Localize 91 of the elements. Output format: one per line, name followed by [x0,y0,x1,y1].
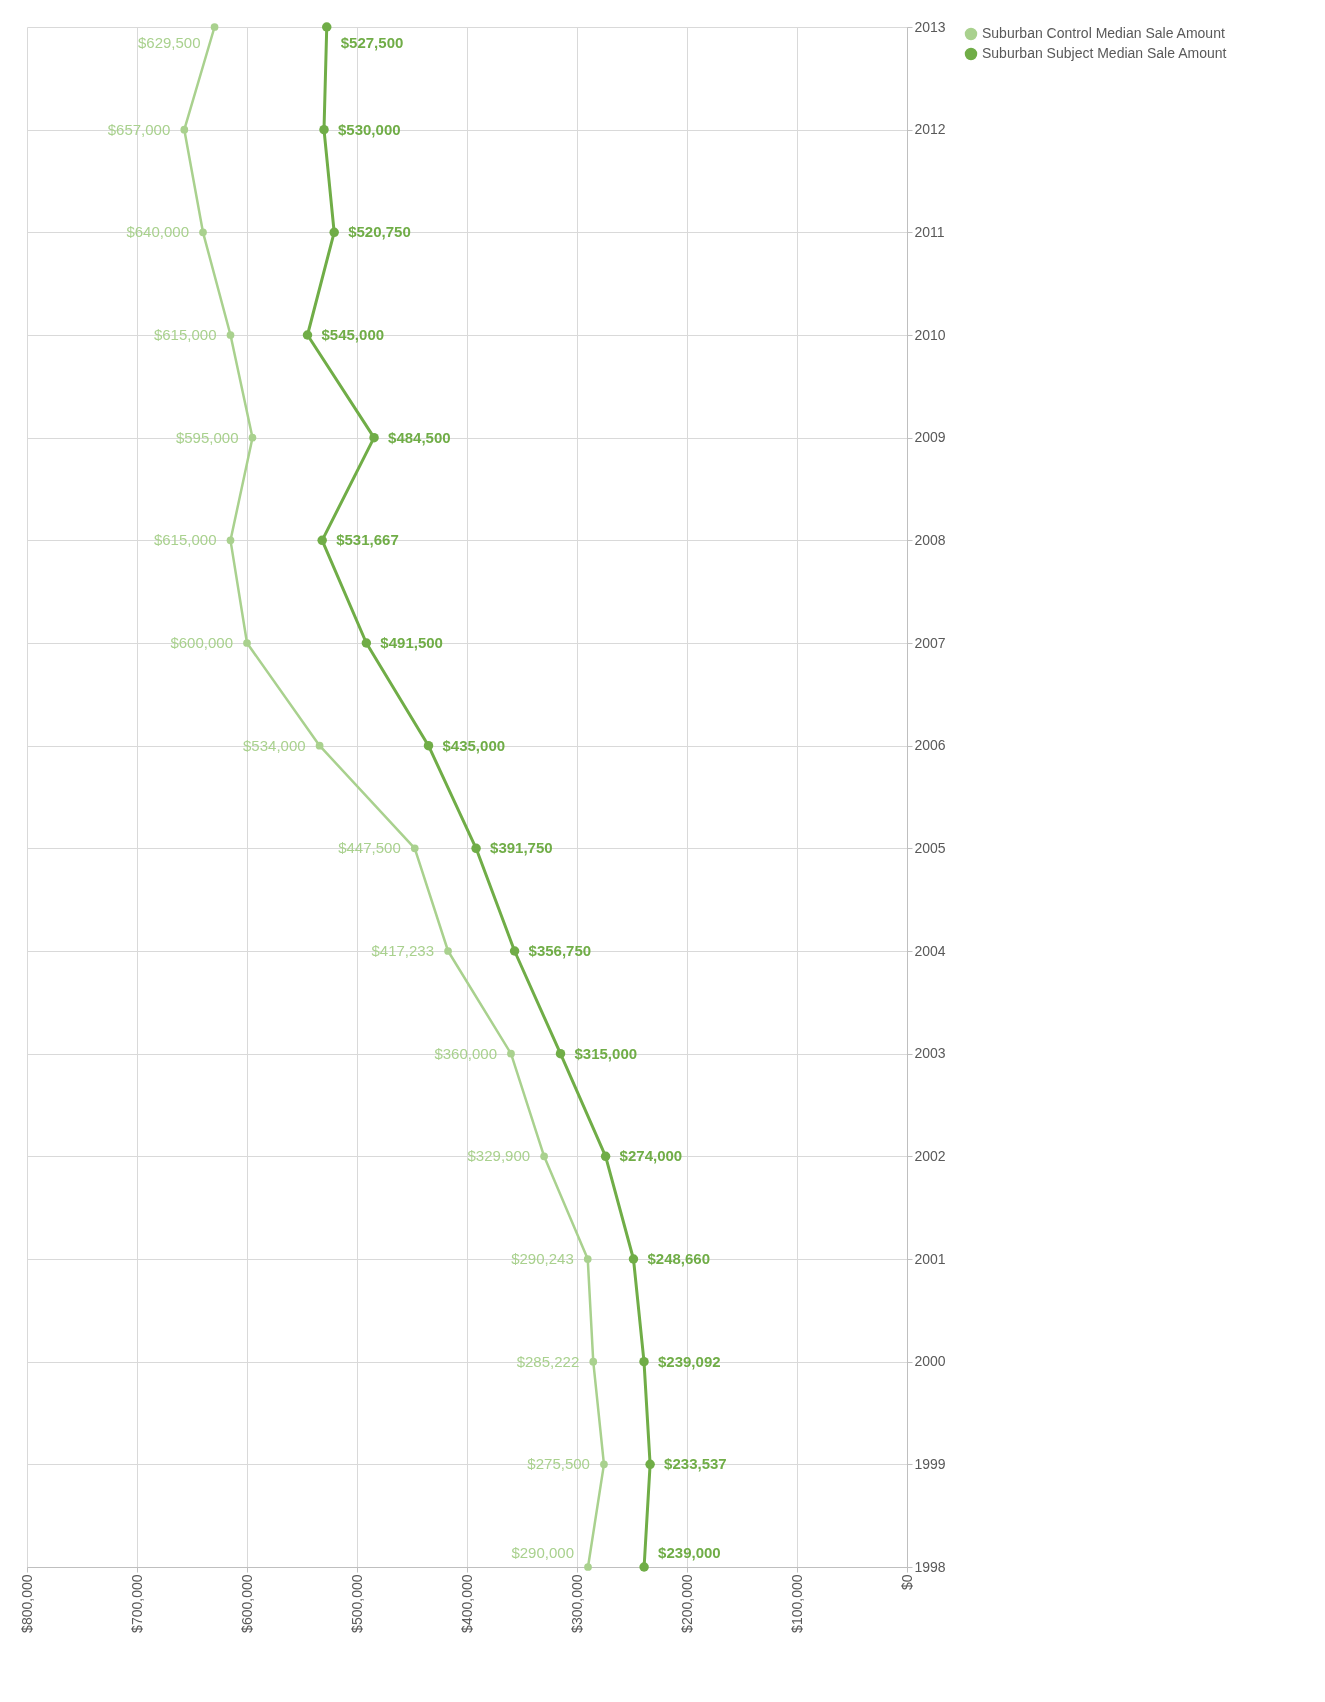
data-label: $600,000 [170,634,233,651]
data-label: $285,222 [516,1352,580,1370]
data-label: $657,000 [107,120,171,138]
x-tick-label: $200,000 [678,1574,695,1633]
point [639,1356,649,1367]
y-tick-label: 2010 [914,326,946,343]
data-label: $531,667 [336,531,399,549]
point [639,1562,649,1572]
point [226,331,235,339]
data-label: $315,000 [574,1044,638,1062]
data-label: $290,243 [511,1250,574,1267]
data-label: $545,000 [321,326,385,343]
point [410,844,419,853]
x-tick-label: $100,000 [788,1574,805,1633]
data-label: $629,500 [137,34,201,51]
data-label: $275,500 [527,1455,590,1473]
point [509,946,520,956]
x-tick-label: $400,000 [458,1574,475,1633]
y-tick-label: 2002 [914,1147,946,1164]
point [600,1151,611,1162]
y-tick-label: 2005 [914,839,946,856]
x-tick-label: $700,000 [128,1574,145,1633]
data-label: $290,000 [511,1544,574,1561]
y-tick-label: 2006 [914,737,946,754]
data-label: $239,092 [658,1352,721,1370]
data-label: $527,500 [340,34,404,51]
point [315,741,324,750]
point [248,433,257,442]
y-tick-label: 2000 [914,1353,946,1370]
point [645,1459,655,1470]
y-tick-label: 2011 [914,223,945,240]
point [329,227,339,238]
y-tick-label: 1999 [914,1455,946,1472]
y-tick-label: 2001 [914,1250,946,1267]
point [369,432,379,443]
x-tick-label: $500,000 [348,1574,365,1633]
point [628,1254,639,1264]
data-label: $447,500 [338,839,401,857]
point [555,1048,566,1059]
point [243,639,251,647]
x-tick-label: $300,000 [568,1574,585,1633]
y-tick-label: 2012 [914,121,946,138]
data-label: $595,000 [175,428,239,446]
data-label: $248,660 [647,1250,711,1267]
y-tick-label: 2009 [914,429,946,446]
y-tick-label: 2003 [914,1045,946,1062]
y-tick-label: 2007 [914,634,946,651]
point [317,535,327,546]
y-tick-label: 2004 [914,942,946,959]
data-label: $640,000 [126,223,189,241]
data-label: $329,900 [467,1147,531,1165]
point [444,947,452,955]
data-label: $274,000 [619,1147,683,1165]
data-label: $615,000 [153,531,217,549]
data-label: $360,000 [434,1044,497,1062]
x-tick-label: $600,000 [238,1574,255,1633]
point [199,228,207,237]
point [226,536,235,545]
point [361,638,372,648]
y-tick-label: 2008 [914,531,946,548]
y-tick-label: 1998 [914,1558,946,1575]
data-label: $435,000 [442,736,506,754]
legend-label: Suburban Subject Median Sale Amount [982,45,1227,61]
y-tick-label: 2013 [914,18,946,35]
x-tick-label: $0 [898,1574,915,1591]
x-tick-label: $800,000 [18,1574,35,1633]
point [507,1049,515,1058]
point [180,125,189,134]
point [322,22,332,32]
point [302,330,313,340]
data-label: $417,233 [371,942,435,959]
point [600,1460,608,1469]
point [583,1255,592,1263]
data-label: $233,537 [664,1455,727,1473]
point [589,1357,598,1366]
point [319,124,329,135]
data-label: $356,750 [528,942,592,959]
point [210,23,219,31]
data-label: $491,500 [380,634,443,651]
data-label: $484,500 [388,428,451,446]
point [540,1152,548,1161]
data-label: $239,000 [658,1544,721,1561]
data-label: $615,000 [153,326,217,343]
point [423,740,434,751]
point [471,843,481,854]
data-label: $391,750 [490,839,553,857]
legend-label: Suburban Control Median Sale Amount [982,25,1225,41]
data-label: $534,000 [243,736,306,754]
data-label: $530,000 [338,120,401,138]
data-label: $520,750 [348,223,411,241]
point [584,1563,592,1571]
